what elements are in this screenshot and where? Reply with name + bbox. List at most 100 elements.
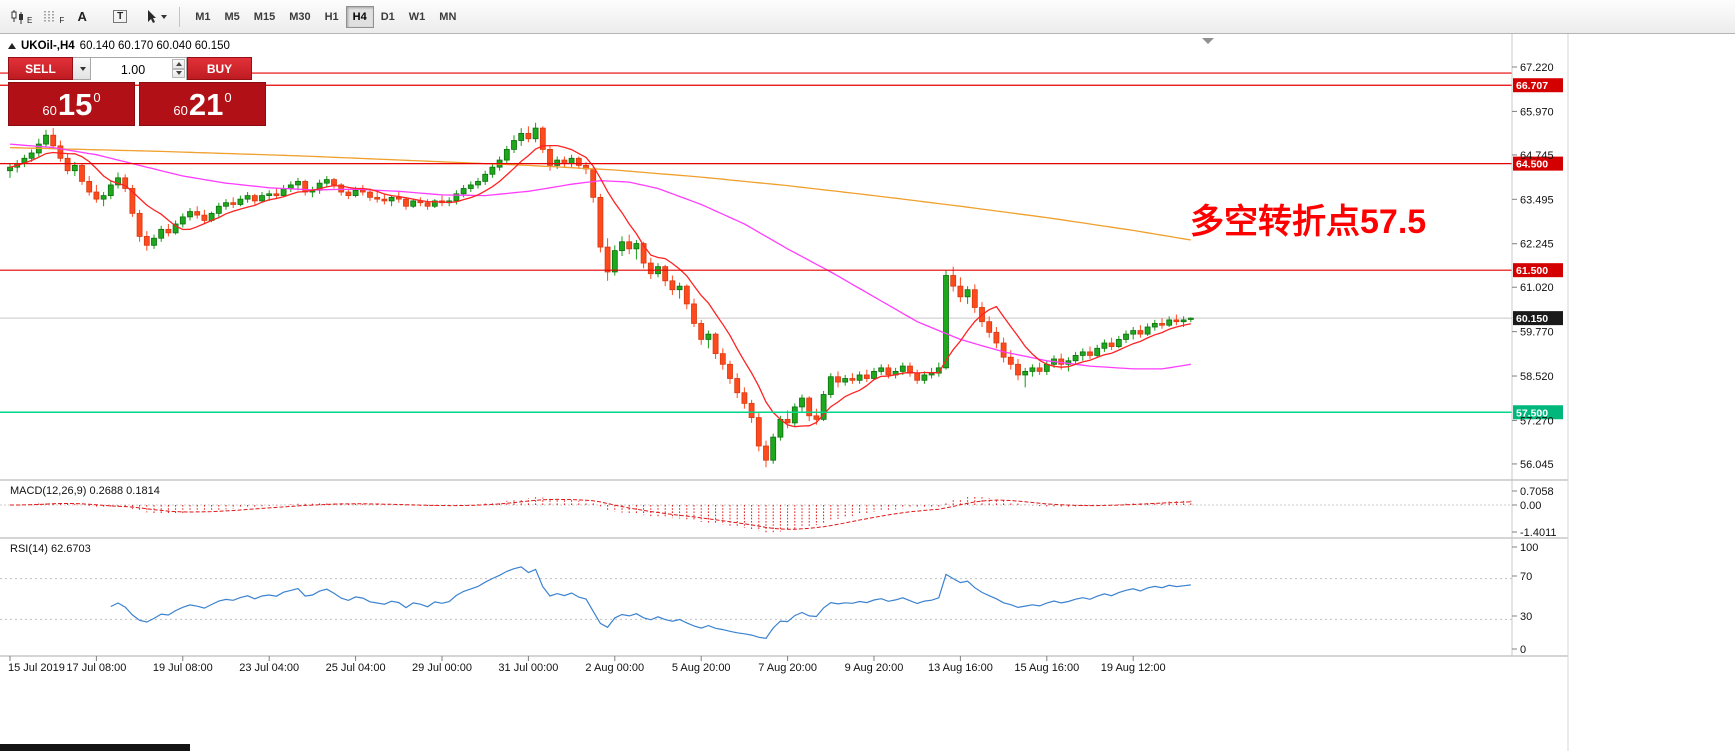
- price-tick-label: 56.045: [1520, 459, 1554, 471]
- price-tag-66.707: [1513, 78, 1563, 93]
- price-tick-label: 58.520: [1520, 371, 1554, 383]
- buy-button[interactable]: BUY: [187, 57, 252, 80]
- price-tick-label: 61.020: [1520, 282, 1554, 294]
- time-label: 17 Jul 08:00: [66, 662, 126, 674]
- timeframe-d1-button[interactable]: D1: [374, 6, 402, 28]
- price-tick-label: 57.270: [1520, 415, 1554, 427]
- timeframe-m30-button[interactable]: M30: [282, 6, 317, 28]
- chart-canvas[interactable]: 67.220 65.970 64.745 63.495 62.245 61.020 59.7…: [0, 34, 1735, 751]
- price-tick-label: 67.220: [1520, 62, 1554, 74]
- symbol-dropdown-icon[interactable]: [8, 43, 16, 49]
- time-label: 23 Jul 04:00: [239, 662, 299, 674]
- triangle-down-icon: [175, 71, 182, 76]
- timeframe-m15-button[interactable]: M15: [247, 6, 282, 28]
- time-label: 13 Aug 16:00: [928, 662, 993, 674]
- timeframe-m5-button[interactable]: M5: [218, 6, 247, 28]
- candles-layer: [7, 122, 1194, 468]
- ohlc-values: 60.140 60.170 60.040 60.150: [79, 40, 230, 52]
- one-click-trading-widget: SELL BUY 60 15 0 60 21 0: [8, 57, 266, 126]
- rsi-line: [110, 566, 1191, 639]
- macd-scale-label: 0.7058: [1520, 486, 1554, 498]
- quote-line: UKOil-,H4 60.140 60.170 60.040 60.150: [8, 40, 230, 52]
- f-sub-label: F: [59, 16, 65, 25]
- price-tick-label: 65.970: [1520, 106, 1554, 118]
- tick-chart-icon: [44, 10, 54, 22]
- time-label: 25 Jul 04:00: [326, 662, 386, 674]
- symbol-period-label: UKOil-,H4: [21, 40, 75, 52]
- rsi-scale-label: 100: [1520, 542, 1538, 554]
- bid-price-box[interactable]: 60 15 0: [8, 82, 135, 126]
- sell-button[interactable]: SELL: [8, 57, 73, 80]
- moving-average-fast-red: [9, 144, 1191, 428]
- macd-scale-label: 0.00: [1520, 500, 1541, 512]
- timeframe-m1-button[interactable]: M1: [188, 6, 217, 28]
- rsi-scale-label: 30: [1520, 611, 1532, 623]
- price-tick-label: 64.745: [1520, 150, 1554, 162]
- volume-decrease-button[interactable]: [172, 68, 185, 78]
- time-label: 15 Jul 2019: [8, 662, 65, 674]
- rsi-scale-label: 0: [1520, 644, 1526, 656]
- price-tick-label: 62.245: [1520, 239, 1554, 251]
- toolbar-separator: [179, 6, 181, 27]
- text-label-tool-button[interactable]: T: [108, 5, 132, 29]
- svg-text:64.500: 64.500: [1516, 159, 1548, 171]
- price-tick-label: 59.770: [1520, 327, 1554, 339]
- candlestick-chart-button[interactable]: E: [6, 5, 36, 29]
- tick-chart-button[interactable]: F: [38, 5, 68, 29]
- time-label: 2 Aug 00:00: [585, 662, 644, 674]
- toolbar: E F A T M1 M5 M15 M30 H1 H4 D1 W1 MN: [0, 0, 1735, 34]
- triangle-up-icon: [175, 61, 182, 66]
- price-tick-label: 63.495: [1520, 194, 1554, 206]
- time-label: 7 Aug 20:00: [758, 662, 817, 674]
- font-tool-button[interactable]: A: [70, 5, 94, 29]
- volume-preset-dropdown[interactable]: [73, 57, 91, 80]
- moving-average-slow-orange: [9, 146, 1191, 241]
- svg-text:60.150: 60.150: [1516, 313, 1548, 325]
- moving-average-mid-magenta: [9, 143, 1191, 370]
- rsi-scale-label: 70: [1520, 571, 1532, 583]
- timeframe-h4-button[interactable]: H4: [345, 5, 374, 28]
- horizontal-scrollbar[interactable]: [0, 744, 190, 751]
- timeframe-mn-button[interactable]: MN: [432, 6, 463, 28]
- svg-text:66.707: 66.707: [1516, 80, 1548, 92]
- price-tag-64.500: [1513, 156, 1563, 171]
- macd-scale-label: -1.4011: [1520, 527, 1557, 539]
- chevron-down-icon: [80, 66, 86, 71]
- timeframe-buttons: M1 M5 M15 M30 H1 H4 D1 W1 MN: [188, 5, 463, 28]
- ask-prefix: 60: [173, 102, 188, 118]
- timeframe-h1-button[interactable]: H1: [318, 6, 346, 28]
- svg-text:61.500: 61.500: [1516, 265, 1548, 277]
- volume-field: [91, 57, 187, 81]
- cursor-icon: [148, 9, 157, 23]
- macd-signal-line: [10, 498, 1191, 530]
- volume-spinner: [172, 59, 185, 78]
- macd-label: MACD(12,26,9) 0.2688 0.1814: [10, 485, 160, 497]
- chevron-down-icon: [161, 14, 168, 19]
- rsi-label: RSI(14) 62.6703: [10, 543, 91, 555]
- annotation-text: 多空转折点57.5: [1190, 203, 1427, 241]
- time-label: 15 Aug 16:00: [1014, 662, 1079, 674]
- time-label: 31 Jul 00:00: [498, 662, 558, 674]
- ask-sup-digit: 0: [224, 89, 232, 105]
- time-axis[interactable]: [9, 656, 1134, 661]
- volume-input[interactable]: [91, 58, 186, 81]
- time-label: 19 Aug 12:00: [1101, 662, 1166, 674]
- svg-text:57.500: 57.500: [1516, 407, 1548, 419]
- text-label-icon: T: [113, 10, 128, 23]
- bid-sup-digit: 0: [93, 89, 101, 105]
- chart-shift-marker[interactable]: [1202, 38, 1214, 44]
- ask-big-digits: 21: [188, 86, 224, 122]
- price-tag-57.500: [1513, 405, 1563, 420]
- time-label: 19 Jul 08:00: [153, 662, 213, 674]
- ask-price-box[interactable]: 60 21 0: [139, 82, 266, 126]
- price-tag-61.500: [1513, 263, 1563, 278]
- expert-sub-label: E: [27, 16, 33, 25]
- price-axis[interactable]: [1512, 66, 1563, 465]
- bid-prefix: 60: [42, 102, 57, 118]
- chart-window: 67.220 65.970 64.745 63.495 62.245 61.020 59.7…: [0, 34, 1735, 751]
- timeframe-w1-button[interactable]: W1: [402, 6, 433, 28]
- time-label: 5 Aug 20:00: [672, 662, 731, 674]
- time-label: 9 Aug 20:00: [845, 662, 904, 674]
- cursor-tool-button[interactable]: [140, 5, 171, 29]
- volume-increase-button[interactable]: [172, 59, 185, 69]
